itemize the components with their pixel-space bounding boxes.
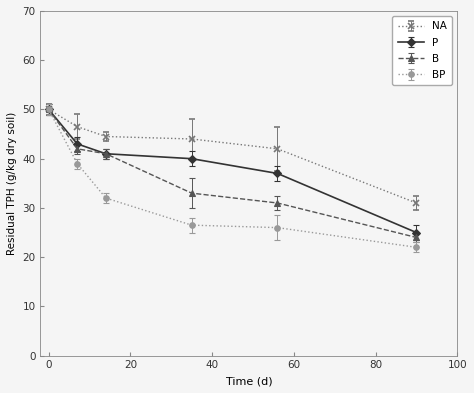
Legend: NA, P, B, BP: NA, P, B, BP — [392, 16, 452, 85]
X-axis label: Time (d): Time (d) — [226, 376, 272, 386]
Y-axis label: Residual TPH (g/kg dry soil): Residual TPH (g/kg dry soil) — [7, 112, 17, 255]
